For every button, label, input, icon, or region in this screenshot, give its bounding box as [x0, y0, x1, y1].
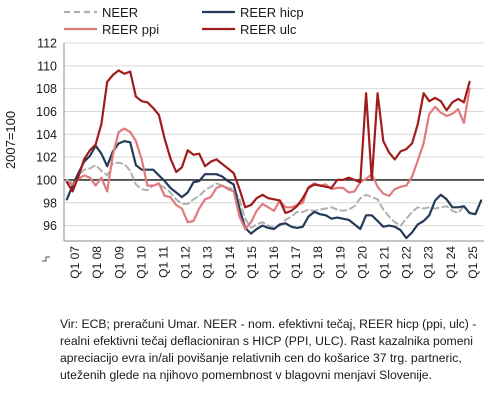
y-tick-label-108: 108 — [36, 82, 57, 96]
series-line-reer-ppi — [65, 87, 471, 231]
x-tick-label: Q1 24 — [444, 246, 458, 279]
y-tick-label-110: 110 — [37, 59, 57, 73]
x-tick-label: Q1 11 — [157, 246, 171, 278]
y-tick-label-112: 112 — [37, 37, 57, 51]
x-tick-label: Q1 13 — [201, 246, 215, 279]
x-tick-label: Q1 14 — [223, 246, 237, 279]
x-tick-label: Q1 12 — [179, 246, 193, 279]
y-tick-label-98: 98 — [43, 196, 57, 210]
x-tick-label: Q1 23 — [422, 246, 436, 279]
y-axis: 96 98 100 102 104 106 108 110 112 — [36, 37, 65, 262]
legend-label-neer: NEER — [102, 5, 138, 20]
series-line-neer — [65, 161, 465, 229]
x-tick-label: Q1 20 — [355, 246, 369, 279]
x-tick-label: Q1 25 — [466, 246, 480, 279]
x-tick-label: Q1 08 — [90, 246, 104, 279]
x-tick-label: Q1 07 — [68, 246, 82, 279]
axis-break-mark — [42, 256, 50, 262]
legend-label-reer-ppi: REER ppi — [102, 22, 159, 37]
x-tick-label: Q1 21 — [378, 246, 392, 279]
legend-label-reer-hicp: REER hicp — [240, 5, 304, 20]
line-chart: NEER REER hicp REER ppi REER ulc 96 98 100 102… — [3, 5, 484, 279]
source-note: Vir: ECB; preračuni Umar. NEER - nom. ef… — [60, 317, 477, 382]
y-tick-label-100: 100 — [36, 173, 57, 187]
x-tick-label: Q1 17 — [289, 246, 303, 279]
x-tick-label: Q1 18 — [311, 246, 325, 279]
x-tick-label: Q1 09 — [112, 246, 126, 279]
x-axis: Q1 07 Q1 08 Q1 09 Q1 10 Q1 11 Q1 12 Q1 13 Q1 14… — [64, 240, 484, 279]
y-axis-label: 2007=100 — [3, 111, 18, 169]
x-tick-label: Q1 15 — [245, 246, 259, 279]
series-lines — [65, 69, 483, 240]
x-tick-label: Q1 22 — [400, 246, 414, 279]
chart-legend: NEER REER hicp REER ppi REER ulc — [64, 5, 304, 37]
x-tick-label: Q1 16 — [267, 246, 281, 279]
y-tick-label-102: 102 — [36, 151, 57, 165]
x-tick-label: Q1 10 — [134, 246, 148, 279]
y-tick-label-104: 104 — [36, 128, 57, 142]
x-tick-label: Q1 19 — [333, 246, 347, 279]
series-line-reer-ulc — [65, 69, 471, 215]
legend-label-reer-ulc: REER ulc — [240, 22, 297, 37]
y-tick-label-96: 96 — [43, 219, 57, 233]
y-tick-label-106: 106 — [36, 105, 57, 119]
series-line-reer-hicp — [65, 140, 483, 240]
